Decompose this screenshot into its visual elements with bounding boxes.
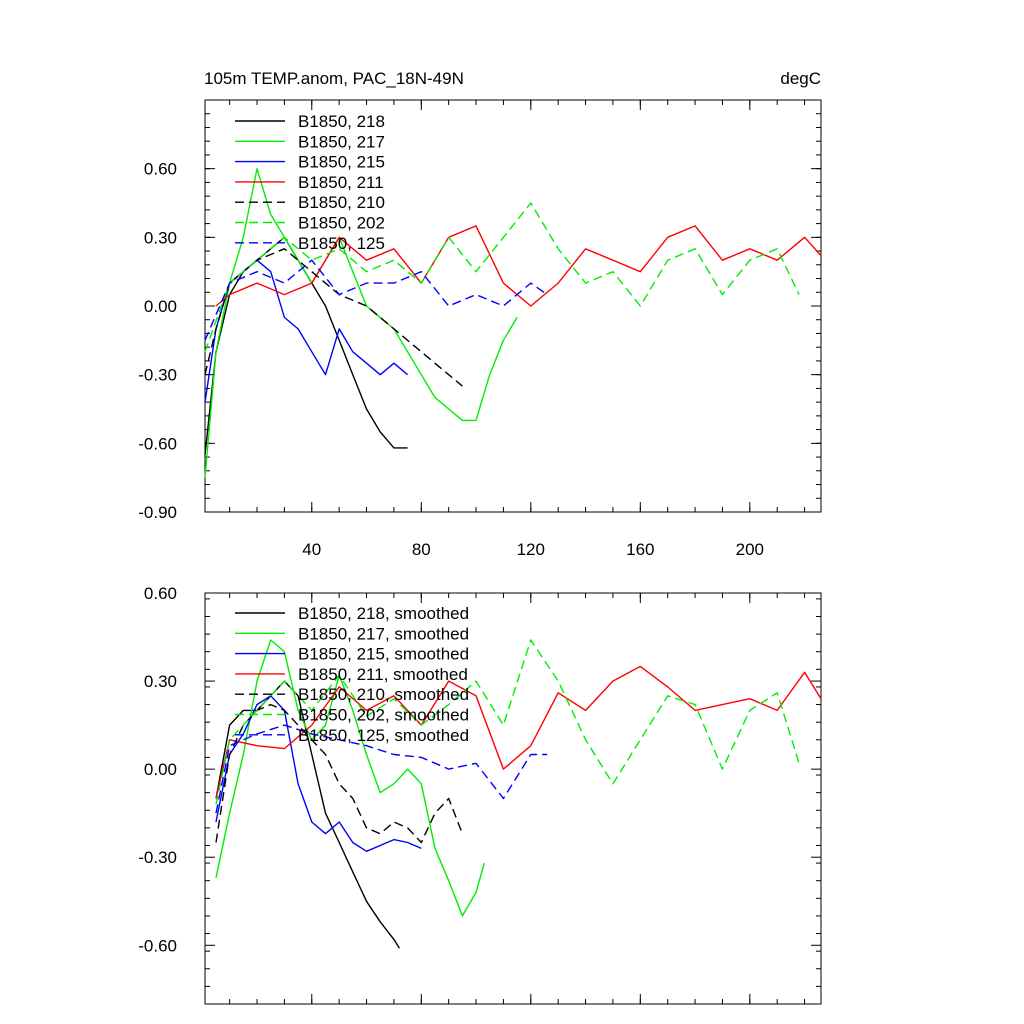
series-line-5 — [215, 639, 800, 805]
legend-label: B1850, 202 — [298, 214, 385, 233]
series-line-2 — [204, 259, 409, 403]
legend-label: B1850, 215 — [298, 153, 385, 172]
series-line-1 — [215, 639, 485, 917]
x-tick-label: 80 — [412, 540, 431, 559]
y-tick-label: -0.30 — [138, 366, 177, 385]
series-line-0 — [215, 680, 400, 949]
y-tick-label: 0.30 — [144, 228, 177, 247]
legend-label: B1850, 211 — [298, 173, 384, 192]
legend-label: B1850, 217, smoothed — [298, 624, 469, 643]
y-tick-label: 0.60 — [144, 584, 177, 603]
x-tick-label: 200 — [736, 540, 764, 559]
tick-group: -0.60 -0.30 0.00 0.30 0.60 — [138, 584, 821, 1005]
panel-bottom: -0.60 -0.30 0.00 0.30 0.60 B1850, 218, smoot… — [138, 584, 822, 1005]
legend-label: B1850, 218 — [298, 112, 385, 131]
series-group — [215, 639, 822, 949]
panel-top: 105m TEMP.anom, PAC_18N-49N degC -0.90-0… — [138, 69, 822, 559]
series-line-4 — [204, 248, 463, 387]
chart-title: 105m TEMP.anom, PAC_18N-49N — [204, 69, 464, 88]
y-tick-label: 0.00 — [144, 297, 177, 316]
legend-label: B1850, 211, smoothed — [298, 665, 468, 684]
legend-label: B1850, 210 — [298, 193, 385, 212]
series-group — [204, 167, 822, 478]
y-tick-label: -0.30 — [138, 848, 177, 867]
legend-label: B1850, 218, smoothed — [298, 604, 469, 623]
legend-label: B1850, 125 — [298, 234, 385, 253]
series-line-0 — [204, 236, 408, 455]
y-tick-label: -0.90 — [138, 503, 177, 522]
y-tick-label: -0.60 — [138, 434, 177, 453]
y-tick-label: 0.60 — [144, 160, 177, 179]
x-tick-label: 160 — [626, 540, 654, 559]
series-line-6 — [204, 259, 548, 341]
series-line-5 — [204, 202, 800, 353]
y-tick-label: 0.30 — [144, 672, 177, 691]
series-line-6 — [215, 724, 548, 814]
tick-group: -0.90 -0.60 -0.30 0.00 0.30 0.60 40 80 120 160 200 — [138, 99, 821, 559]
legend-label: B1850, 217 — [298, 132, 385, 151]
units-label: degC — [780, 69, 821, 88]
series-line-2 — [215, 695, 422, 852]
y-tick-label: -0.60 — [138, 936, 177, 955]
series-line-3 — [215, 665, 822, 799]
series-line-1 — [204, 167, 518, 478]
legend-label: B1850, 215, smoothed — [298, 645, 469, 664]
legend-label: B1850, 210, smoothed — [298, 685, 469, 704]
x-tick-label: 40 — [302, 540, 321, 559]
plot-frame — [204, 592, 822, 1005]
legend-label: B1850, 202, smoothed — [298, 706, 469, 725]
legend-label: B1850, 125, smoothed — [298, 726, 469, 745]
y-tick-label: 0.00 — [144, 760, 177, 779]
x-tick-label: 120 — [517, 540, 545, 559]
